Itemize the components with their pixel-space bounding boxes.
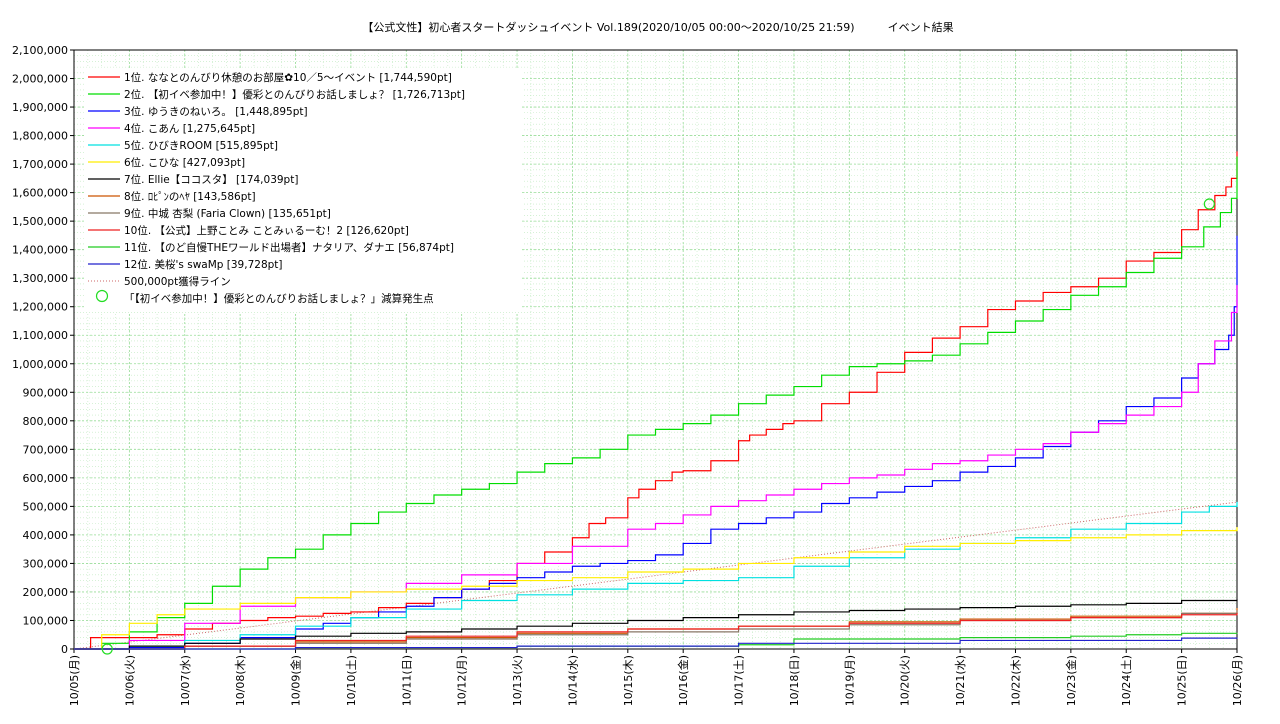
x-tick-label: 10/18(日) [788,655,801,706]
x-tick-label: 10/19(月) [843,655,856,706]
legend-label: 12位. 美桜's swaMp [39,728pt] [124,258,283,271]
x-tick-label: 10/07(水) [179,655,192,706]
plot-frame [73,49,1238,650]
penalty-marker [101,643,113,655]
x-tick-label: 10/05(月) [68,655,81,706]
y-tick-label: 100,000 [23,614,69,627]
x-tick-label: 10/12(月) [456,655,469,706]
series-line-5 [74,501,1238,650]
y-tick-label: 400,000 [23,529,69,542]
y-tick-label: 600,000 [23,472,69,485]
y-tick-label: 0 [61,643,68,656]
reference-line [73,501,1238,650]
y-tick-label: 1,800,000 [12,130,68,143]
y-tick-label: 300,000 [23,557,69,570]
y-tick-label: 800,000 [23,415,69,428]
marker-layer [101,198,1215,655]
y-tick-label: 500,000 [23,500,69,513]
series-line-10 [74,612,1238,650]
series-layer [74,151,1238,650]
legend-label: 500,000pt獲得ライン [124,275,231,288]
y-tick-label: 1,200,000 [12,301,68,314]
y-tick-label: 1,300,000 [12,272,68,285]
x-tick-label: 10/23(金) [1064,655,1078,706]
series-line-1 [74,151,1238,650]
x-tick-label: 10/24(土) [1120,655,1133,706]
legend-label: 3位. ゆうきのねいろ。 [1,448,895pt] [124,105,308,118]
reference-line-layer [73,501,1238,650]
y-tick-label: 1,500,000 [12,215,68,228]
legend-label: 8位. ﾛﾋﾟﾝのﾍﾔ [143,586pt] [124,190,256,203]
y-tick-label: 1,600,000 [12,187,68,200]
x-tick-label: 10/08(木) [234,655,247,706]
x-tick-label: 10/14(水) [566,655,579,706]
x-tick-label: 10/06(火) [123,655,136,706]
y-tick-label: 2,100,000 [12,44,68,57]
legend-label: 9位. 中城 杏梨 (Faria Clown) [135,651pt] [124,207,331,220]
chart-title: 【公式文性】初心者スタートダッシュイベント Vol.189(2020/10/05… [362,20,953,34]
series-line-12 [74,637,1238,650]
series-line-2 [74,156,1238,650]
y-tick-label: 1,100,000 [12,329,68,342]
x-tick-label: 10/20(火) [899,655,912,706]
legend-label: 4位. こあん [1,275,645pt] [124,122,255,135]
legend: 1位. ななとのんびり休憩のお部屋✿10／5〜イベント [1,744,590pt… [86,68,522,312]
x-tick-label: 10/10(土) [345,655,358,706]
penalty-marker [1203,198,1215,210]
x-tick-label: 10/17(土) [733,655,746,706]
legend-label: 5位. ひびきROOM [515,895pt] [124,139,278,152]
y-tick-label: 700,000 [23,443,69,456]
legend-label: 1位. ななとのんびり休憩のお部屋✿10／5〜イベント [1,744,590pt… [124,71,452,84]
legend-label: 10位. 【公式】上野ことみ ことみぃるーむ！2 [126,620pt] [124,224,409,237]
series-line-3 [74,235,1238,650]
legend-label: 「【初イベ参加中！】優彩とのんびりお話しましょ？」減算発生点 [124,292,434,305]
y-tick-label: 1,900,000 [12,101,68,114]
x-tick-label: 10/25(日) [1176,655,1189,706]
x-tick-label: 10/26(月) [1231,655,1244,706]
x-tick-label: 10/13(火) [511,655,524,706]
series-line-6 [74,527,1238,650]
x-tick-label: 10/11(日) [400,655,413,706]
legend-box [86,68,522,312]
series-line-7 [74,599,1238,650]
y-tick-label: 1,700,000 [12,158,68,171]
x-tick-label: 10/16(金) [676,655,690,706]
axes: 0 100,000 200,000 300,000 400,000 500,000 600,… [12,44,1244,706]
y-tick-label: 200,000 [23,586,69,599]
y-tick-label: 1,000,000 [12,358,68,371]
legend-label: 6位. こひな [427,093pt] [124,156,245,169]
y-tick-label: 1,400,000 [12,244,68,257]
y-tick-label: 900,000 [23,386,69,399]
x-tick-label: 10/15(木) [622,655,635,706]
legend-label: 7位. Ellie【ココスタ】 [174,039pt] [124,173,298,186]
legend-label: 2位. 【初イベ参加中！】優彩とのんびりお話しましょ？ [1,726,713pt… [124,88,465,101]
y-tick-label: 2,000,000 [12,73,68,86]
x-tick-label: 10/09(金) [289,655,303,706]
x-tick-label: 10/22(木) [1009,655,1022,706]
legend-label: 11位. 【のど自慢THEワールド出場者】ナタリア、ダナエ [56,874pt] [124,241,454,254]
x-tick-label: 10/21(水) [954,655,967,706]
legend-marker [95,289,109,303]
